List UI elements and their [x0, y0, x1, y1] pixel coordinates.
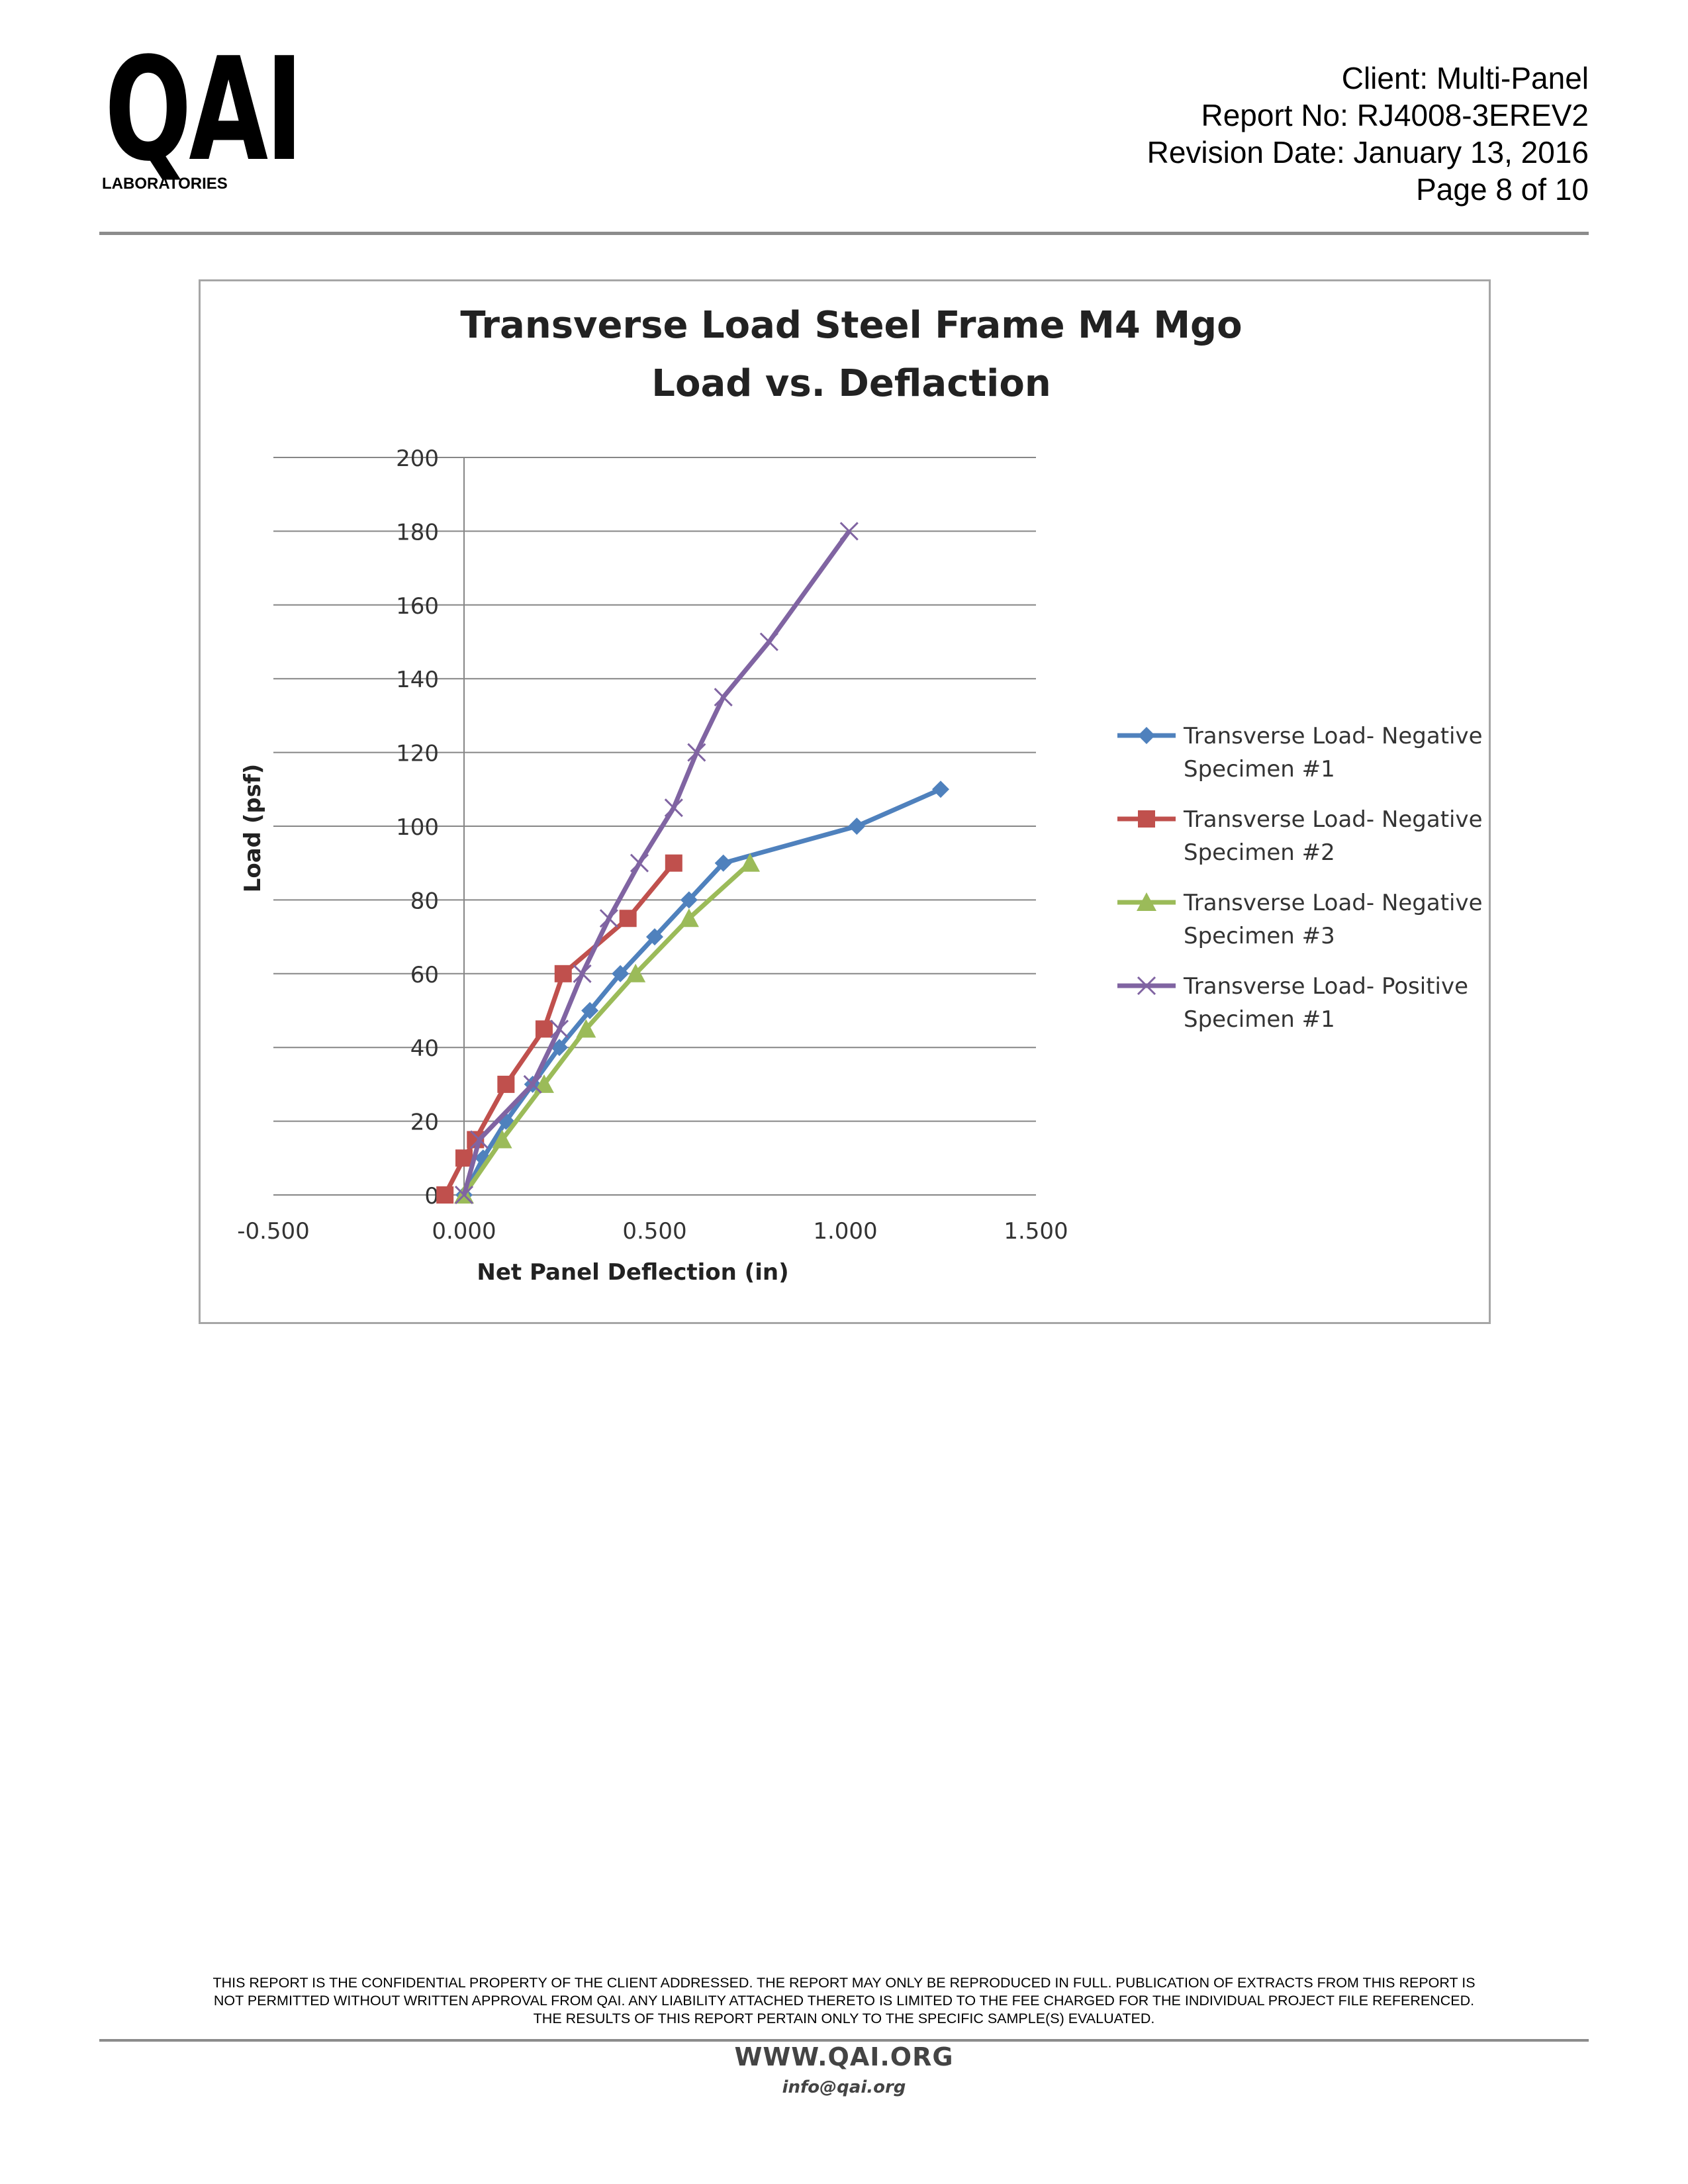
data-point — [535, 1020, 553, 1038]
legend-item-3: Transverse Load- Negative Specimen #3 — [1117, 890, 1483, 949]
logo-subtitle: LABORATORIES — [102, 175, 228, 193]
y-tick-label: 140 — [396, 667, 439, 693]
data-point — [436, 1186, 454, 1204]
legend-item-1: Transverse Load- Negative Specimen #1 — [1117, 723, 1483, 783]
website-link[interactable]: WWW.QAI.ORG — [734, 2042, 954, 2071]
data-point — [581, 1002, 599, 1020]
disclaimer-line-1: THIS REPORT IS THE CONFIDENTIAL PROPERTY… — [212, 1975, 1476, 1991]
x-axis-label: Net Panel Deflection (in) — [477, 1259, 788, 1286]
legend-item-2: Transverse Load- Negative Specimen #2 — [1117, 806, 1483, 866]
data-point — [599, 909, 618, 928]
legend-item-4: Transverse Load- Positive Specimen #1 — [1117, 973, 1468, 1033]
page-number-line: Page 8 of 10 — [1416, 172, 1589, 207]
data-point — [534, 1074, 554, 1093]
logo-mark: QAI — [105, 26, 303, 193]
data-point — [549, 1020, 569, 1039]
y-tick-label: 60 — [410, 962, 439, 988]
data-point — [759, 632, 778, 651]
confidentiality-disclaimer: THIS REPORT IS THE CONFIDENTIAL PROPERTY… — [99, 1974, 1589, 2028]
x-tick-label: 0.500 — [622, 1218, 686, 1245]
series-2 — [436, 854, 682, 1204]
chart-frame: 0 20 40 60 80 100 120 140 160 180 200 -0.500 0.000 0.… — [199, 279, 1491, 1324]
report-header: Client: Multi-Panel Report No: RJ4008-3E… — [1147, 60, 1589, 208]
data-point — [573, 964, 592, 983]
grid-lines — [273, 457, 1036, 1196]
data-point — [554, 965, 572, 982]
qai-logo: QAI LABORATORIES — [99, 38, 303, 200]
data-point — [455, 1149, 473, 1167]
data-point — [619, 910, 637, 927]
y-tick-label: 200 — [396, 446, 439, 472]
footer-divider — [99, 2039, 1589, 2042]
disclaimer-line-2: NOT PERMITTED WITHOUT WRITTEN APPROVAL F… — [213, 1993, 1475, 2009]
legend-label: Specimen #3 — [1184, 923, 1335, 949]
data-point — [576, 1019, 596, 1038]
data-point — [646, 928, 663, 946]
chart-title-line-1: Transverse Load Steel Frame M4 Mgo — [460, 304, 1242, 347]
data-point — [469, 1130, 489, 1149]
email-link[interactable]: info@qai.org — [782, 2077, 906, 2097]
legend-label: Transverse Load- Negative — [1183, 723, 1483, 749]
series-4 — [454, 522, 859, 1205]
y-tick-label: 80 — [410, 888, 439, 914]
series-1 — [455, 781, 949, 1204]
x-tick-label: 1.500 — [1004, 1218, 1068, 1245]
legend-marker — [1137, 892, 1156, 911]
y-tick-label: 40 — [410, 1035, 439, 1062]
chart-title-line-2: Load vs. Deflaction — [651, 362, 1051, 405]
data-point — [740, 853, 760, 872]
legend-label: Transverse Load- Negative — [1183, 806, 1483, 833]
data-point — [626, 963, 646, 982]
data-point — [839, 522, 859, 541]
data-point — [492, 1129, 512, 1149]
data-point — [665, 854, 682, 872]
legend-label: Transverse Load- Negative — [1183, 890, 1483, 916]
load-deflection-chart: 0 20 40 60 80 100 120 140 160 180 200 -0.500 0.000 0.… — [237, 304, 1483, 1286]
tick-labels: 0 20 40 60 80 100 120 140 160 180 200 -0.500 0.000 0.… — [237, 446, 1068, 1245]
data-point — [714, 687, 733, 707]
data-point — [848, 818, 866, 835]
revision-date-line: Revision Date: January 13, 2016 — [1147, 135, 1589, 169]
series-line — [461, 530, 851, 1196]
data-point — [630, 853, 649, 873]
legend-marker — [1137, 976, 1156, 996]
legend-marker — [1138, 810, 1155, 828]
disclaimer-line-3: THE RESULTS OF THIS REPORT PERTAIN ONLY … — [533, 2011, 1155, 2026]
legend-marker — [1138, 727, 1155, 744]
y-tick-label: 0 — [424, 1183, 439, 1210]
data-point — [612, 965, 630, 982]
y-tick-label: 180 — [396, 519, 439, 546]
series-line — [461, 787, 942, 1196]
legend-label: Transverse Load- Positive — [1183, 973, 1468, 1000]
data-point — [932, 781, 949, 798]
y-tick-label: 160 — [396, 593, 439, 620]
data-series — [436, 522, 949, 1205]
series-3 — [454, 853, 760, 1204]
x-tick-label: 1.000 — [813, 1218, 877, 1245]
x-tick-label: 0.000 — [432, 1218, 496, 1245]
y-axis-label: Load (psf) — [240, 764, 266, 893]
header-divider — [99, 232, 1589, 235]
y-tick-label: 120 — [396, 741, 439, 767]
data-point — [714, 854, 732, 872]
data-point — [497, 1075, 515, 1093]
data-point — [687, 743, 706, 762]
report-number-line: Report No: RJ4008-3EREV2 — [1201, 98, 1589, 132]
y-tick-label: 100 — [396, 814, 439, 841]
legend-label: Specimen #1 — [1184, 1006, 1335, 1033]
data-point — [454, 1185, 474, 1205]
data-point — [680, 891, 698, 909]
legend-label: Specimen #1 — [1184, 756, 1335, 783]
client-line: Client: Multi-Panel — [1341, 61, 1589, 95]
data-point — [664, 798, 683, 818]
legend-label: Specimen #2 — [1184, 839, 1335, 866]
data-point — [523, 1074, 542, 1094]
data-point — [679, 908, 699, 927]
y-tick-label: 20 — [410, 1110, 439, 1136]
x-tick-label: -0.500 — [237, 1218, 310, 1245]
